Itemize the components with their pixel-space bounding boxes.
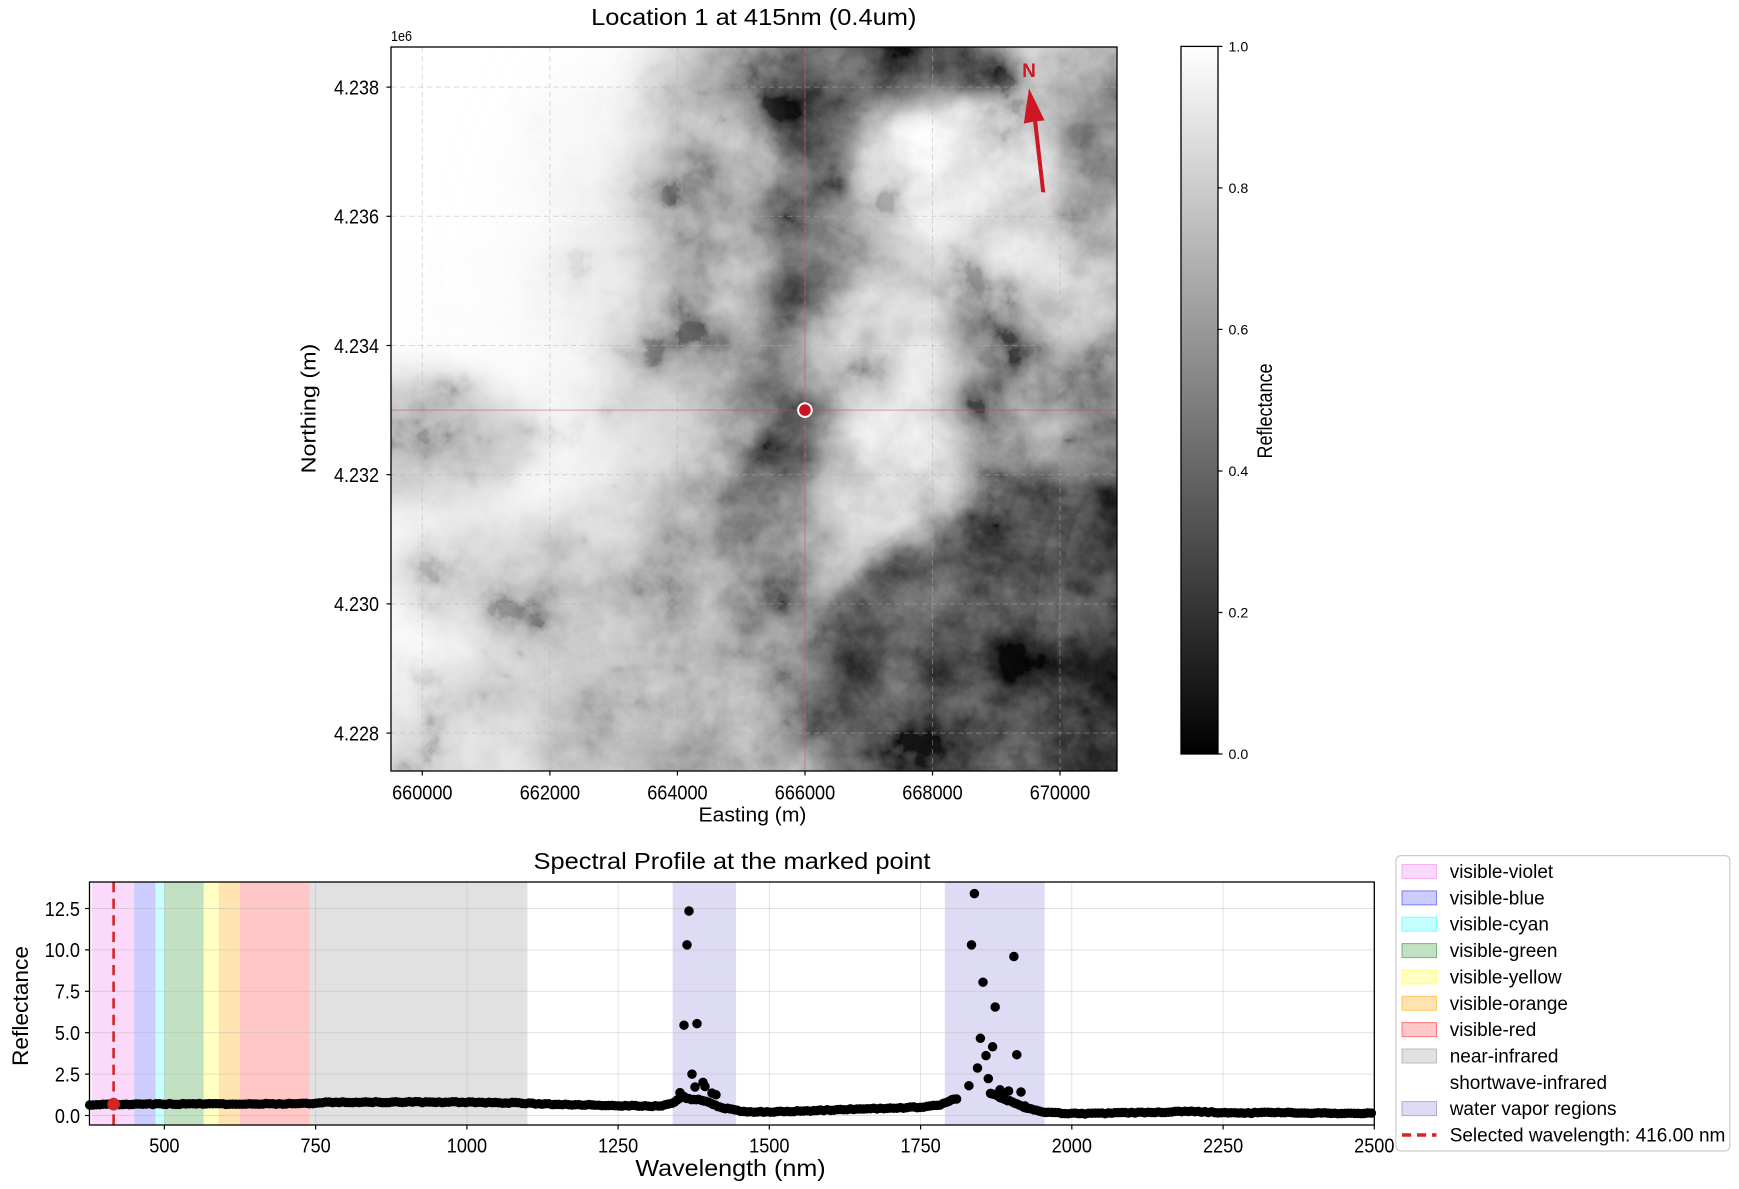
svg-text:662000: 662000 (520, 783, 580, 805)
svg-text:1.0: 1.0 (1229, 38, 1249, 54)
svg-text:4.230: 4.230 (334, 594, 379, 616)
svg-text:0.0: 0.0 (1229, 746, 1249, 762)
svg-text:2.5: 2.5 (55, 1064, 80, 1086)
svg-text:visible-orange: visible-orange (1450, 994, 1568, 1015)
svg-text:Northing (m): Northing (m) (298, 344, 321, 474)
svg-text:Easting (m): Easting (m) (699, 804, 807, 827)
svg-text:visible-red: visible-red (1450, 1020, 1537, 1041)
svg-text:visible-cyan: visible-cyan (1450, 915, 1549, 936)
svg-text:0.0: 0.0 (55, 1106, 80, 1128)
svg-text:4.232: 4.232 (334, 465, 379, 487)
svg-text:visible-yellow: visible-yellow (1450, 967, 1562, 988)
svg-text:1500: 1500 (749, 1136, 789, 1158)
svg-text:1e6: 1e6 (391, 28, 412, 45)
svg-text:Spectral Profile at the marked: Spectral Profile at the marked point (534, 848, 932, 874)
svg-text:4.236: 4.236 (334, 207, 379, 229)
svg-text:670000: 670000 (1030, 783, 1090, 805)
svg-text:water vapor regions: water vapor regions (1449, 1099, 1617, 1120)
svg-text:0.6: 0.6 (1229, 321, 1249, 337)
svg-text:Reflectance: Reflectance (8, 946, 33, 1066)
svg-text:near-infrared: near-infrared (1450, 1047, 1559, 1068)
svg-text:0.4: 0.4 (1229, 463, 1249, 479)
svg-text:Location 1 at 415nm (0.4um): Location 1 at 415nm (0.4um) (591, 4, 916, 30)
svg-text:2250: 2250 (1203, 1136, 1243, 1158)
svg-text:4.234: 4.234 (334, 336, 379, 358)
svg-text:2000: 2000 (1052, 1136, 1092, 1158)
svg-text:1000: 1000 (447, 1136, 487, 1158)
svg-text:Wavelength (nm): Wavelength (nm) (635, 1155, 825, 1181)
svg-text:664000: 664000 (647, 783, 707, 805)
svg-text:visible-green: visible-green (1450, 941, 1558, 962)
svg-text:1250: 1250 (598, 1136, 638, 1158)
svg-text:visible-blue: visible-blue (1450, 888, 1545, 909)
svg-text:750: 750 (301, 1136, 331, 1158)
svg-text:0.8: 0.8 (1229, 180, 1249, 196)
svg-text:668000: 668000 (902, 783, 962, 805)
svg-text:660000: 660000 (392, 783, 452, 805)
svg-text:Selected wavelength: 416.00 nm: Selected wavelength: 416.00 nm (1450, 1126, 1726, 1147)
svg-text:666000: 666000 (775, 783, 835, 805)
svg-text:1750: 1750 (900, 1136, 940, 1158)
svg-text:N: N (1022, 61, 1036, 82)
svg-text:visible-violet: visible-violet (1450, 862, 1554, 883)
svg-text:4.228: 4.228 (334, 723, 379, 745)
svg-text:shortwave-infrared: shortwave-infrared (1450, 1073, 1607, 1094)
svg-text:12.5: 12.5 (45, 899, 80, 921)
svg-text:10.0: 10.0 (45, 940, 80, 962)
svg-text:500: 500 (149, 1136, 179, 1158)
svg-text:4.238: 4.238 (334, 77, 379, 99)
svg-text:Reflectance: Reflectance (1254, 364, 1277, 459)
svg-text:0.2: 0.2 (1229, 605, 1249, 621)
svg-text:5.0: 5.0 (55, 1023, 80, 1045)
svg-text:7.5: 7.5 (55, 982, 80, 1004)
svg-text:2500: 2500 (1354, 1136, 1394, 1158)
